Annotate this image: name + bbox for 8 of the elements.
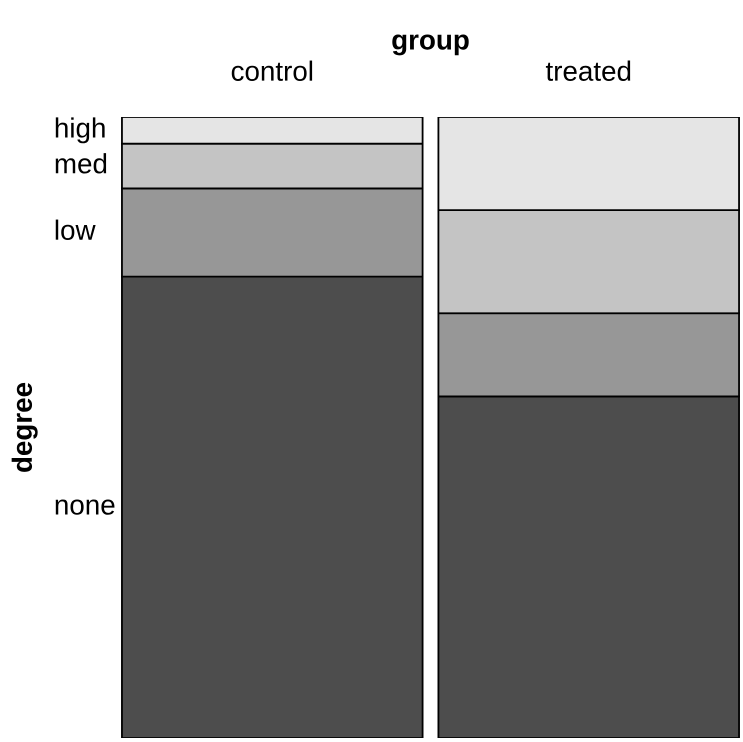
series-label: low (56, 220, 96, 240)
x-tick-label: treated (546, 60, 630, 81)
y-axis-title: degree (12, 382, 38, 472)
series-label: med (56, 153, 106, 174)
x-tick-label: control (232, 60, 312, 81)
series-label: none (56, 500, 114, 515)
x-axis-title: group (392, 34, 469, 56)
series-label: high (56, 117, 105, 144)
